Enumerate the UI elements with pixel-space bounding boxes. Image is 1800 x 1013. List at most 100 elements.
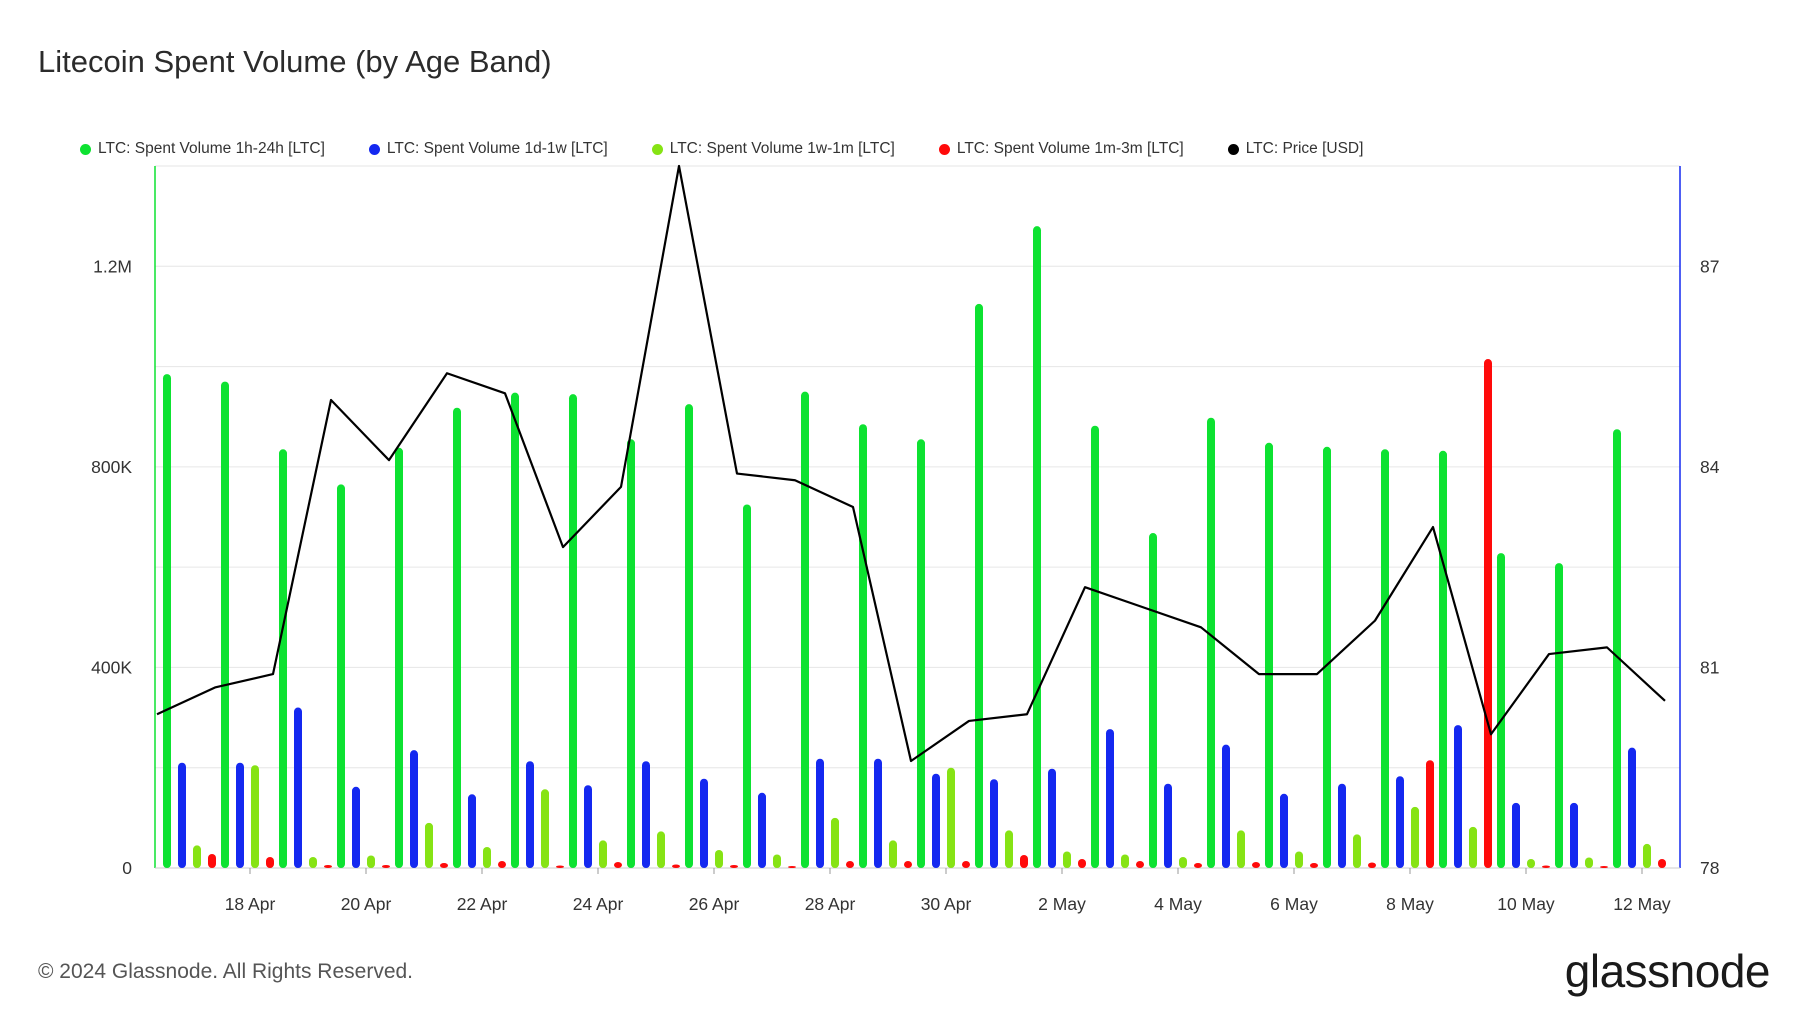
bar-1h-24h [1323,446,1331,868]
bar-1w-1m [541,789,549,868]
bar-1h-24h [1091,425,1099,868]
bar-1d-1w [990,779,998,868]
bar-1d-1w [1280,793,1288,868]
bar-1d-1w [1628,747,1636,868]
y-left-tick-label: 0 [122,858,132,878]
legend: LTC: Spent Volume 1h-24h [LTC] LTC: Spen… [80,140,1363,158]
bar-1w-1m [1063,851,1071,868]
copyright-notice: © 2024 Glassnode. All Rights Reserved. [38,960,414,983]
bar-1d-1w [1048,768,1056,868]
bar-1d-1w [294,707,302,868]
bar-1m-3m [1368,862,1376,868]
bar-1m-3m [1542,865,1550,868]
bar-1d-1w [410,750,418,868]
bar-1m-3m [1252,861,1260,868]
bar-1d-1w [468,794,476,868]
bar-1d-1w [874,758,882,868]
bar-1w-1m [309,856,317,868]
x-tick-label: 8 May [1386,894,1434,914]
bar-1w-1m [715,849,723,868]
legend-dot-icon [938,143,950,155]
bar-1h-24h [743,504,751,868]
bar-1w-1m [1353,834,1361,868]
bar-1m-3m [614,861,622,868]
bar-1w-1m [947,767,955,868]
legend-item-price[interactable]: LTC: Price [USD] [1227,140,1363,158]
bar-1d-1w [932,773,940,868]
y-right-tick-label: 78 [1700,858,1719,878]
bar-1d-1w [584,785,592,868]
y-right-tick-label: 84 [1700,457,1720,477]
x-tick-label: 28 Apr [805,894,856,914]
legend-label: LTC: Spent Volume 1h-24h [LTC] [98,140,325,157]
bar-1h-24h [685,404,693,868]
bar-1w-1m [831,817,839,868]
bar-1d-1w [1164,783,1172,868]
price-line [156,164,1666,763]
bar-1h-24h [1381,449,1389,868]
bar-1d-1w [236,762,244,868]
bar-1d-1w [642,761,650,868]
bar-1d-1w [526,761,534,868]
bar-1h-24h [221,381,229,868]
bar-1h-24h [569,394,577,868]
bar-1w-1m [1005,830,1013,868]
bar-1w-1m [657,831,665,868]
bar-1w-1m [425,822,433,868]
legend-item-1w-1m[interactable]: LTC: Spent Volume 1w-1m [LTC] [651,140,895,158]
y-left-tick-label: 1.2M [93,256,132,276]
bar-1w-1m [193,845,201,868]
bar-1h-24h [801,391,809,868]
bar-1d-1w [700,778,708,868]
bar-1h-24h [859,424,867,868]
bar-1m-3m [846,860,854,868]
bar-1d-1w [1106,729,1114,868]
legend-dot-icon [651,143,663,155]
bar-1m-3m [1426,760,1434,868]
bar-1h-24h [1207,417,1215,868]
bar-1h-24h [163,374,171,868]
bar-1w-1m [367,855,375,868]
legend-item-1d-1w[interactable]: LTC: Spent Volume 1d-1w [LTC] [368,140,608,158]
bar-1h-24h [627,439,635,868]
bar-1m-3m [1078,858,1086,868]
x-tick-label: 12 May [1613,894,1671,914]
x-tick-label: 6 May [1270,894,1318,914]
bar-1m-3m [382,864,390,868]
bar-1h-24h [1265,442,1273,868]
bar-1d-1w [352,786,360,868]
bar-1m-3m [208,853,216,868]
y-right-tick-label: 81 [1700,657,1719,677]
bar-1m-3m [498,860,506,868]
legend-item-1h-24h[interactable]: LTC: Spent Volume 1h-24h [LTC] [80,140,325,158]
legend-item-1m-3m[interactable]: LTC: Spent Volume 1m-3m [LTC] [938,140,1184,158]
bar-1w-1m [483,846,491,868]
bar-1d-1w [1396,776,1404,868]
bar-1h-24h [1555,563,1563,868]
bar-1m-3m [904,860,912,868]
bar-1h-24h [337,484,345,868]
bar-1w-1m [1295,851,1303,868]
bar-1m-3m [730,864,738,868]
bar-1h-24h [279,449,287,868]
legend-dot-icon [1227,143,1239,155]
bar-1m-3m [556,865,564,868]
bar-1w-1m [773,854,781,868]
bar-1h-24h [511,392,519,868]
bar-1m-3m [672,864,680,868]
bar-1w-1m [889,840,897,868]
chart-title: Litecoin Spent Volume (by Age Band) [38,44,552,79]
x-tick-label: 22 Apr [457,894,508,914]
y-left-tick-label: 800K [91,457,132,477]
y-left-tick-label: 400K [91,657,132,677]
bar-1w-1m [1179,856,1187,868]
bar-1h-24h [1613,429,1621,868]
legend-label: LTC: Spent Volume 1d-1w [LTC] [386,140,608,157]
bar-1m-3m [788,865,796,868]
x-tick-label: 4 May [1154,894,1202,914]
bar-1m-3m [324,864,332,868]
bar-1w-1m [1411,806,1419,868]
x-tick-label: 26 Apr [689,894,740,914]
bar-1w-1m [1121,854,1129,868]
